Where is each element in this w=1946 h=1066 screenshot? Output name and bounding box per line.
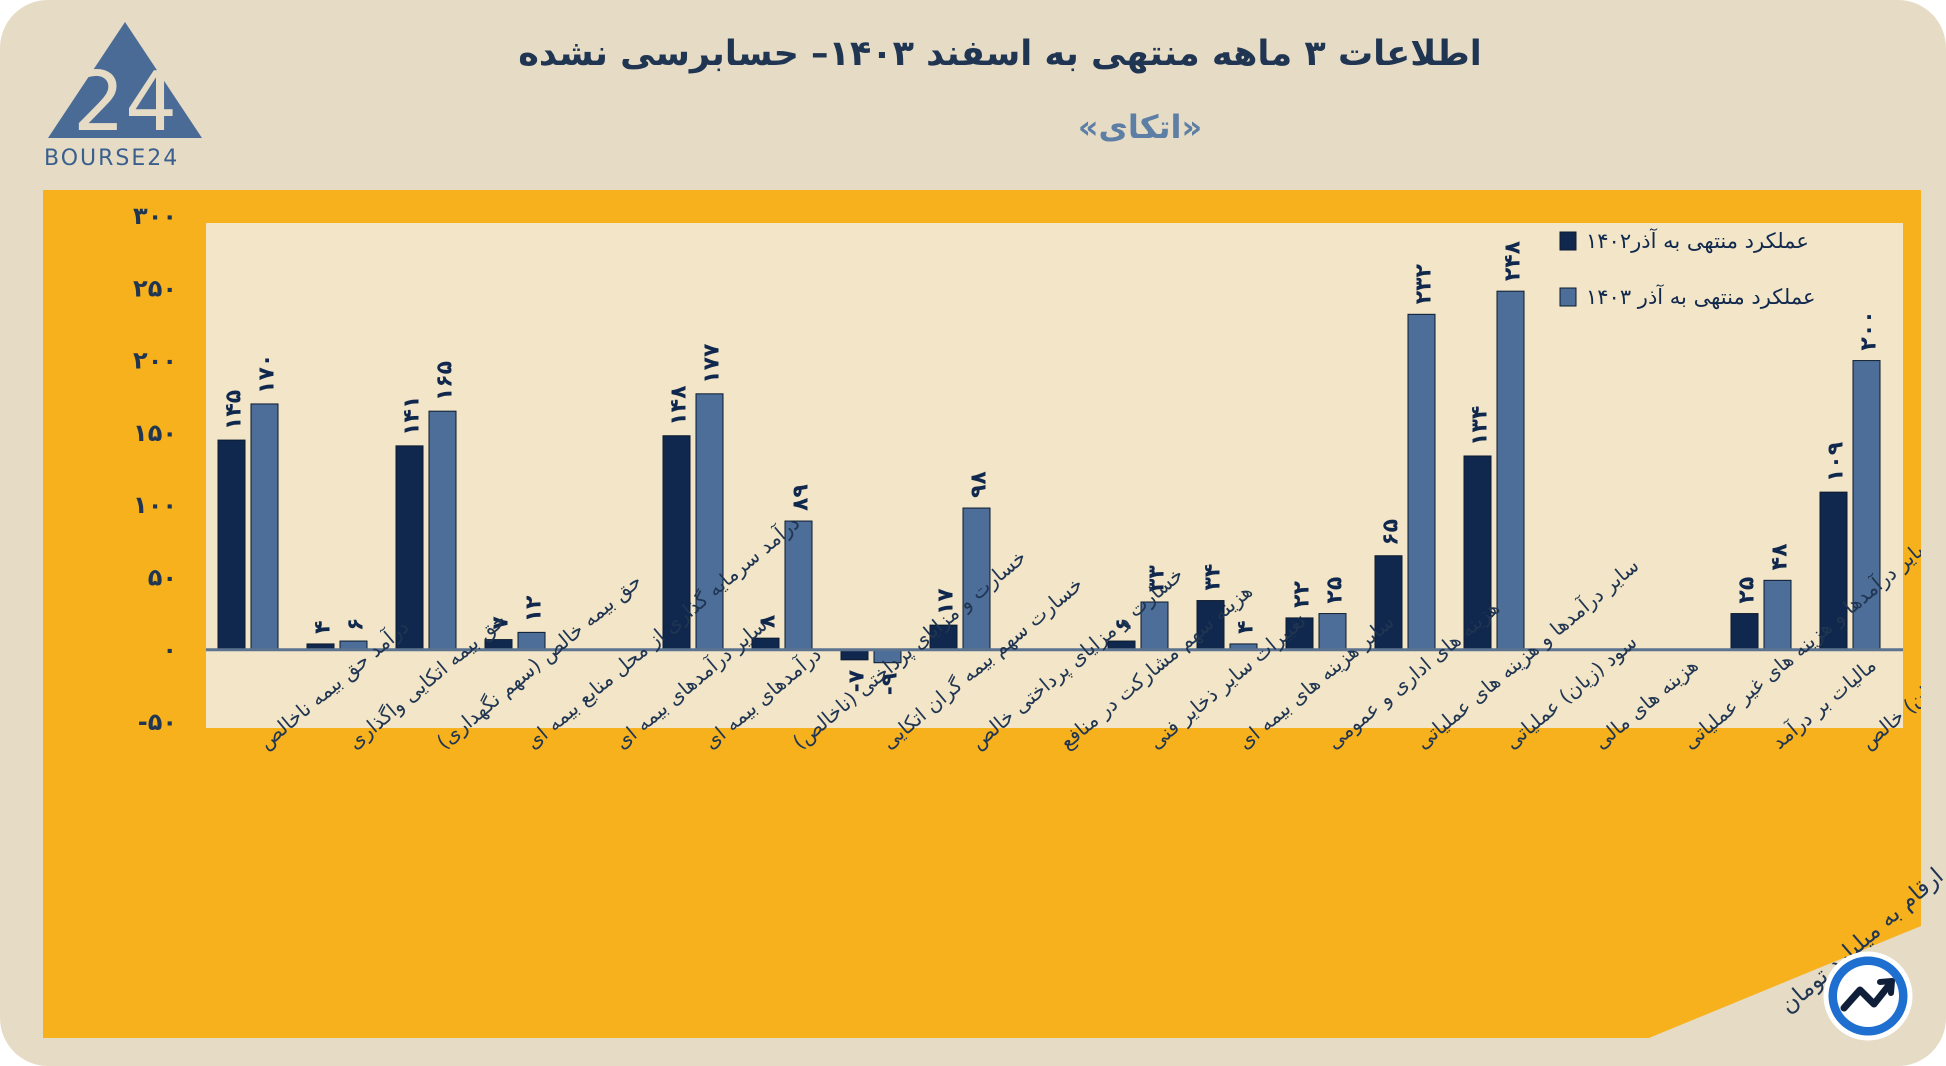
data-label: ۳۳ <box>1145 565 1170 592</box>
brand-icon-arrowhead <box>1877 978 1895 996</box>
trend-arrow-icon <box>1823 951 1913 1041</box>
bar-1402 <box>1196 600 1225 651</box>
y-tick-label: ۰ <box>162 636 177 664</box>
data-label: ۱۰۹ <box>1824 442 1849 482</box>
data-label: ۱۷۷ <box>700 343 725 384</box>
bar-1402 <box>1730 613 1759 651</box>
bar-1403 <box>962 507 991 651</box>
y-tick-label: ۲۰۰ <box>133 347 177 375</box>
bar-1403 <box>1140 601 1169 651</box>
bar-1402 <box>840 649 869 661</box>
logo-text: BOURSE24 <box>44 146 180 171</box>
y-tick-label: ۵۰ <box>148 563 177 591</box>
data-label: ۱۴۱ <box>400 396 425 436</box>
bar-1403 <box>1763 579 1792 651</box>
y-tick-label: -۵۰ <box>138 708 177 736</box>
bourse24-logo: 24 <box>48 22 202 150</box>
bar-1403 <box>1496 290 1525 651</box>
bar-1403 <box>250 403 279 651</box>
bar-1403 <box>1318 613 1347 651</box>
page-title: اطلاعات ۳ ماهه منتهی به اسفند ۱۴۰۳– حساب… <box>518 34 1482 74</box>
data-label: ۹۸ <box>967 471 992 498</box>
bar-1403 <box>784 520 813 651</box>
data-label: ۱۶۵ <box>433 361 458 401</box>
brand-icon-arrow <box>1840 980 1894 1012</box>
bar-1402 <box>1374 555 1403 651</box>
data-label: ۸ <box>756 614 781 628</box>
y-tick-label: ۱۰۰ <box>133 491 177 519</box>
data-label: ۱۴۵ <box>222 390 247 430</box>
data-label: ۴ <box>311 620 336 633</box>
legend-swatch <box>1559 231 1577 251</box>
data-label: ۴ <box>1234 620 1259 633</box>
data-label: ۲۳۲ <box>1412 263 1437 304</box>
y-axis: -۵۰ ۰ ۵۰ ۱۰۰ ۱۵۰ ۲۰۰ ۲۵۰ ۳۰۰ <box>133 202 177 736</box>
y-tick-label: ۳۰۰ <box>133 202 177 230</box>
y-tick-label: ۱۵۰ <box>133 419 177 447</box>
legend-label: عملکرد منتهی به آذر۱۴۰۲ <box>1586 228 1809 253</box>
data-label: ۲۰۰ <box>1857 310 1882 350</box>
bar-1402 <box>395 445 424 651</box>
data-label: ۱۷ <box>934 588 959 615</box>
data-label: ۶ <box>344 618 369 631</box>
bar-1403 <box>1407 313 1436 651</box>
legend-label: عملکرد منتهی به آذر ۱۴۰۳ <box>1586 284 1816 309</box>
bar-1403 <box>695 393 724 651</box>
data-label: ۱۷۰ <box>255 354 280 394</box>
bar-1402 <box>1463 455 1492 651</box>
data-label: ۱۳۴ <box>1468 406 1493 446</box>
bar-1402 <box>662 435 691 651</box>
logo-triangle <box>48 22 202 138</box>
bar-1402 <box>1819 491 1848 651</box>
data-label: ۳۴ <box>1201 564 1226 591</box>
logo-mark: 24 <box>73 55 177 150</box>
bar-1402 <box>217 439 246 651</box>
legend: عملکرد منتهی به آذر۱۴۰۲ عملکرد منتهی به آ… <box>1559 228 1816 309</box>
data-label: ۴۸ <box>1768 543 1793 570</box>
company-name: «اتکای» <box>1077 108 1203 146</box>
data-label: ۱۲ <box>522 595 547 622</box>
data-label: ۶ <box>1112 618 1137 631</box>
data-label: ۶۵ <box>1379 519 1404 546</box>
data-label: ۲۵ <box>1735 577 1760 604</box>
data-label: -۹ <box>878 673 903 696</box>
data-label: ۷ <box>489 616 514 630</box>
data-label: -۷ <box>845 669 870 692</box>
chart-panel: -۵۰ ۰ ۵۰ ۱۰۰ ۱۵۰ ۲۰۰ ۲۵۰ ۳۰۰ ۱۴۵ ۱۷۰ ۴ ۶ ۱۴۱ ۱۶۵ ۷ ۱۲ ۱… <box>43 190 1921 1038</box>
data-label: ۲۴۸ <box>1501 240 1526 281</box>
bar-1403 <box>428 410 457 651</box>
data-label: ۲۲ <box>1290 580 1315 607</box>
legend-swatch <box>1559 287 1577 307</box>
data-label: ۲۵ <box>1323 577 1348 604</box>
data-label: ۸۹ <box>789 484 814 511</box>
data-label: ۱۴۸ <box>667 385 692 426</box>
y-tick-label: ۲۵۰ <box>133 274 177 302</box>
